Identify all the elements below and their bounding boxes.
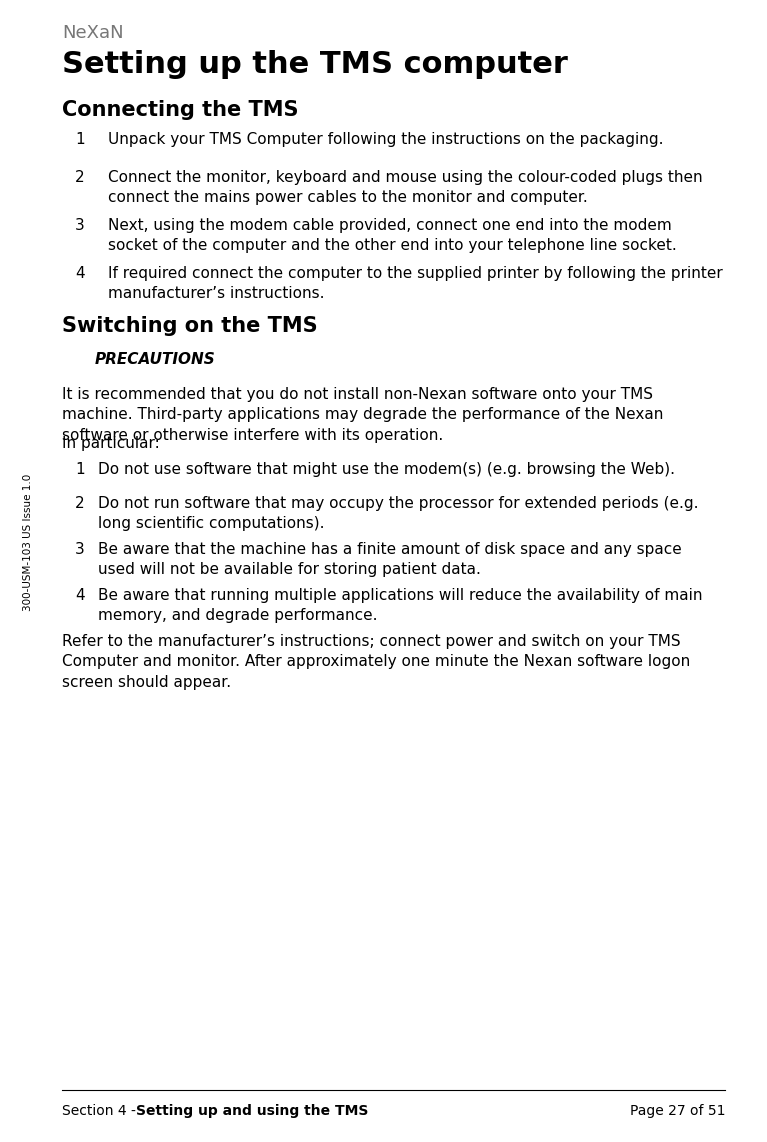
Text: Page 27 of 51: Page 27 of 51 [630,1104,725,1118]
Text: 3: 3 [75,542,84,557]
Text: 3: 3 [75,218,84,233]
Text: NeXaN: NeXaN [62,24,123,42]
Text: In particular:: In particular: [62,436,160,451]
Text: 300-USM-103 US Issue 1.0: 300-USM-103 US Issue 1.0 [23,474,33,611]
Text: 2: 2 [75,496,84,510]
Text: 4: 4 [75,266,84,281]
Text: Next, using the modem cable provided, connect one end into the modem
socket of t: Next, using the modem cable provided, co… [108,218,676,254]
Text: 1: 1 [75,463,84,477]
Text: PRECAUTIONS: PRECAUTIONS [95,352,216,367]
Text: Setting up and using the TMS: Setting up and using the TMS [136,1104,368,1118]
Text: 2: 2 [75,170,84,185]
Text: Be aware that the machine has a finite amount of disk space and any space
used w: Be aware that the machine has a finite a… [98,542,682,578]
Text: Connecting the TMS: Connecting the TMS [62,100,298,120]
Text: Unpack your TMS Computer following the instructions on the packaging.: Unpack your TMS Computer following the i… [108,132,663,147]
Text: Setting up the TMS computer: Setting up the TMS computer [62,50,568,79]
Text: 4: 4 [75,588,84,603]
Text: Connect the monitor, keyboard and mouse using the colour-coded plugs then
connec: Connect the monitor, keyboard and mouse … [108,170,703,206]
Text: Do not run software that may occupy the processor for extended periods (e.g.
lon: Do not run software that may occupy the … [98,496,699,531]
Text: Refer to the manufacturer’s instructions; connect power and switch on your TMS
C: Refer to the manufacturer’s instructions… [62,634,690,690]
Text: 1: 1 [75,132,84,147]
Text: Be aware that running multiple applications will reduce the availability of main: Be aware that running multiple applicati… [98,588,703,624]
Text: Switching on the TMS: Switching on the TMS [62,316,318,336]
Text: If required connect the computer to the supplied printer by following the printe: If required connect the computer to the … [108,266,723,301]
Text: It is recommended that you do not install non-Nexan software onto your TMS
machi: It is recommended that you do not instal… [62,387,663,443]
Text: Section 4 -: Section 4 - [62,1104,140,1118]
Text: Do not use software that might use the modem(s) (e.g. browsing the Web).: Do not use software that might use the m… [98,463,675,477]
